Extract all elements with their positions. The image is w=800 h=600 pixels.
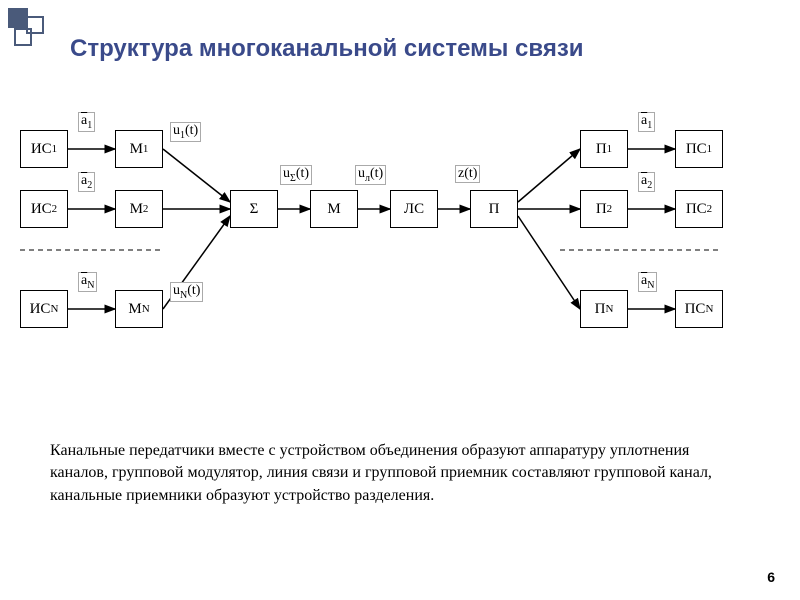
node-psn: ПСN [675, 290, 723, 328]
node-sum: Σ [230, 190, 278, 228]
node-pn: ПN [580, 290, 628, 328]
signal-label-ran: aN [638, 272, 657, 292]
caption-text: Канальные передатчики вместе с устройств… [50, 440, 750, 507]
signal-label-ra1: a1 [638, 112, 655, 132]
node-m2: М2 [115, 190, 163, 228]
node-is2: ИС2 [20, 190, 68, 228]
signal-label-a1: a1 [78, 112, 95, 132]
node-pp: П [470, 190, 518, 228]
node-m1: М1 [115, 130, 163, 168]
signal-label-ra2: a2 [638, 172, 655, 192]
node-isn: ИСN [20, 290, 68, 328]
node-ps1: ПС1 [675, 130, 723, 168]
node-ps2: ПС2 [675, 190, 723, 228]
block-diagram: ИС1ИС2ИСNМ1М2МNΣМЛСПП1П2ПNПС1ПС2ПСNa1a2a… [20, 130, 780, 400]
signal-label-us: uΣ(t) [280, 165, 312, 185]
signal-label-u1: u1(t) [170, 122, 201, 142]
node-p2: П2 [580, 190, 628, 228]
page-number: 6 [767, 569, 775, 585]
node-mm: М [310, 190, 358, 228]
node-is1: ИС1 [20, 130, 68, 168]
node-mn: МN [115, 290, 163, 328]
signal-label-ul: uл(t) [355, 165, 386, 185]
signal-label-un: uN(t) [170, 282, 203, 302]
signal-label-zt: z(t) [455, 165, 480, 183]
signal-label-a2: a2 [78, 172, 95, 192]
page-title: Структура многоканальной системы связи [70, 35, 584, 64]
node-p1: П1 [580, 130, 628, 168]
signal-label-an: aN [78, 272, 97, 292]
node-lc: ЛС [390, 190, 438, 228]
